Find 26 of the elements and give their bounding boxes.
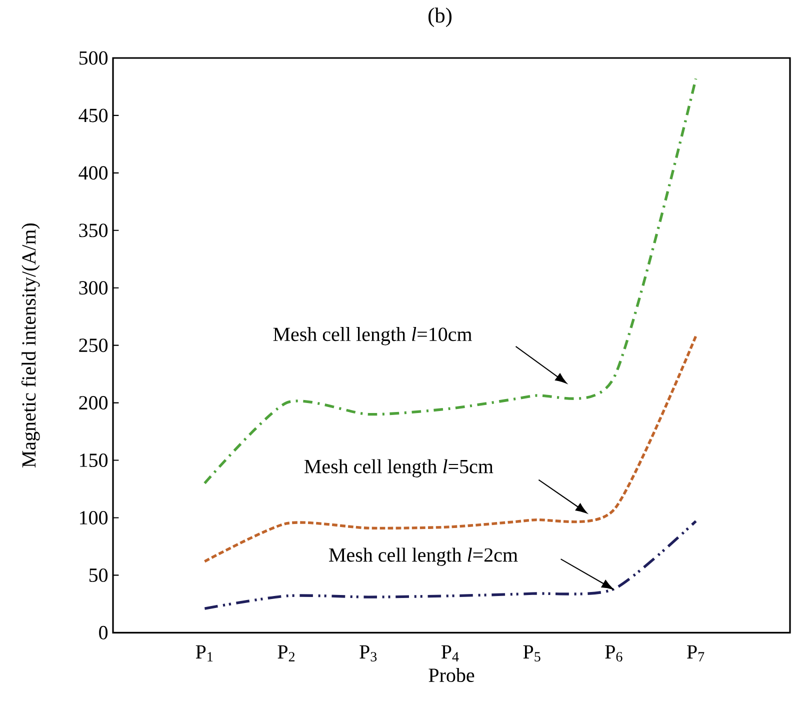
- x-tick-label: P$_{3}$: [360, 645, 377, 662]
- y-tick-label: 350: [79, 224, 108, 238]
- x-tick-label: P$_{1}$: [196, 645, 213, 662]
- y-tick-label: 500: [79, 51, 108, 65]
- y-tick-label: 300: [79, 281, 108, 295]
- chart-title: (b): [428, 8, 452, 27]
- annotation: Mesh cell length l=2cm: [329, 548, 518, 566]
- y-tick-label: 50: [89, 568, 108, 582]
- y-tick-label: 450: [78, 108, 108, 122]
- x-tick-label: P$_{4}$: [441, 645, 459, 662]
- y-axis-title: Magnetic field intensity/(A/m): [21, 223, 40, 468]
- x-tick-label: P$_{5}$: [523, 645, 540, 662]
- x-tick-label: P$_{7}$: [687, 645, 704, 662]
- line-series: [203, 77, 698, 485]
- y-tick-label: 250: [79, 338, 108, 352]
- y-tick-label: 100: [80, 510, 108, 524]
- x-axis-title: Probe: [428, 668, 474, 682]
- x-tick-label: P$_{6}$: [605, 645, 622, 662]
- annotation: Mesh cell length l=10cm: [273, 327, 472, 346]
- y-tick-label: 0: [99, 626, 108, 640]
- y-tick-label: 400: [78, 166, 108, 180]
- annotation: Mesh cell length l=5cm: [304, 459, 494, 478]
- y-tick-label: 150: [80, 454, 108, 467]
- x-tick-label: P$_{2}$: [278, 645, 295, 662]
- y-tick-label: 200: [79, 396, 108, 410]
- line-series: [203, 520, 698, 610]
